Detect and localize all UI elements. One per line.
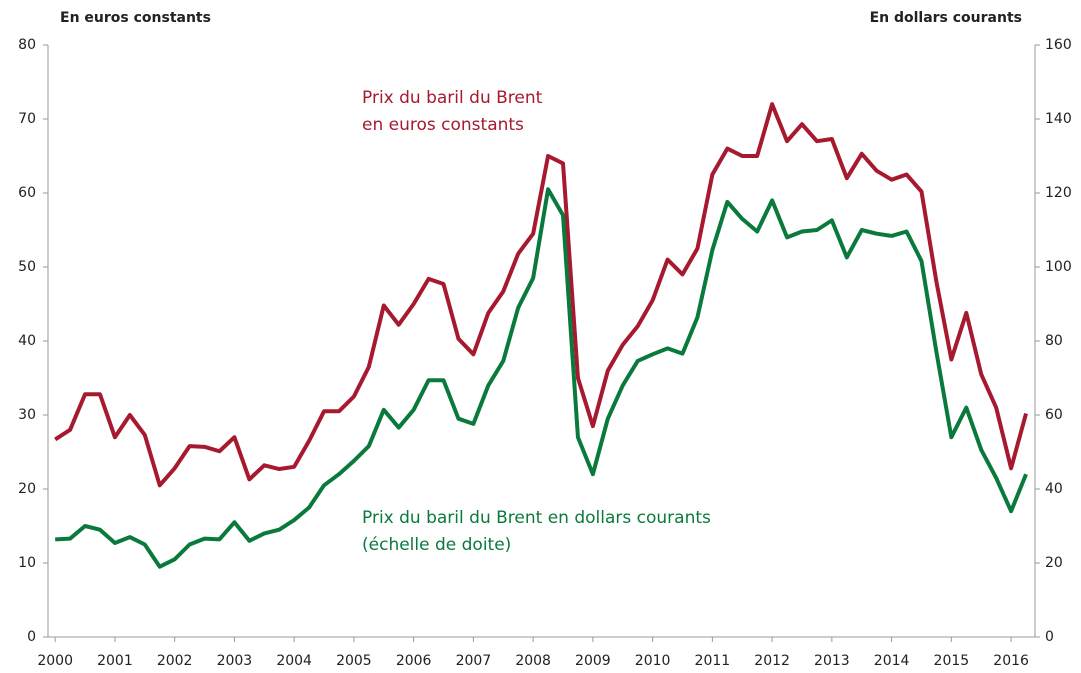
- annotation: (échelle de doite): [362, 535, 511, 555]
- x-tick-label: 2004: [276, 653, 312, 669]
- x-tick-label: 2011: [695, 653, 731, 669]
- x-tick-label: 2003: [217, 653, 253, 669]
- annotation: Prix du baril du Brent en dollars couran…: [362, 508, 711, 528]
- x-tick-label: 2015: [934, 653, 970, 669]
- x-tick-label: 2012: [754, 653, 790, 669]
- y2-tick-label: 40: [1045, 481, 1063, 497]
- y2-tick-label: 20: [1045, 555, 1063, 571]
- x-tick-label: 2010: [635, 653, 671, 669]
- x-tick-label: 2002: [157, 653, 193, 669]
- y2-tick-label: 80: [1045, 333, 1063, 349]
- annotation: Prix du baril du Brent: [362, 88, 543, 108]
- y-tick-label: 10: [18, 555, 36, 571]
- y2-tick-label: 100: [1045, 259, 1072, 275]
- y-tick-label: 30: [18, 407, 36, 423]
- y2-axis-title: En dollars courants: [870, 10, 1022, 26]
- x-tick-label: 2014: [874, 653, 910, 669]
- x-tick-label: 2007: [456, 653, 492, 669]
- annotation: en euros constants: [362, 115, 524, 135]
- y-axis-title: En euros constants: [60, 10, 211, 26]
- y-tick-label: 50: [18, 259, 36, 275]
- x-tick-label: 2008: [515, 653, 551, 669]
- y-tick-label: 20: [18, 481, 36, 497]
- y2-tick-label: 0: [1045, 629, 1054, 645]
- y2-tick-label: 140: [1045, 111, 1072, 127]
- y-tick-label: 60: [18, 185, 36, 201]
- y2-tick-label: 60: [1045, 407, 1063, 423]
- x-tick-label: 2013: [814, 653, 850, 669]
- y-tick-label: 80: [18, 37, 36, 53]
- x-tick-label: 2009: [575, 653, 611, 669]
- y-tick-label: 40: [18, 333, 36, 349]
- x-tick-label: 2001: [97, 653, 133, 669]
- y2-tick-label: 120: [1045, 185, 1072, 201]
- x-tick-label: 2016: [993, 653, 1029, 669]
- y-tick-label: 70: [18, 111, 36, 127]
- y-tick-label: 0: [27, 629, 36, 645]
- y2-tick-label: 160: [1045, 37, 1072, 53]
- series-line: [55, 187, 1028, 569]
- x-tick-label: 2005: [336, 653, 372, 669]
- x-tick-label: 2000: [37, 653, 73, 669]
- series-line: [54, 102, 1028, 488]
- x-tick-label: 2006: [396, 653, 432, 669]
